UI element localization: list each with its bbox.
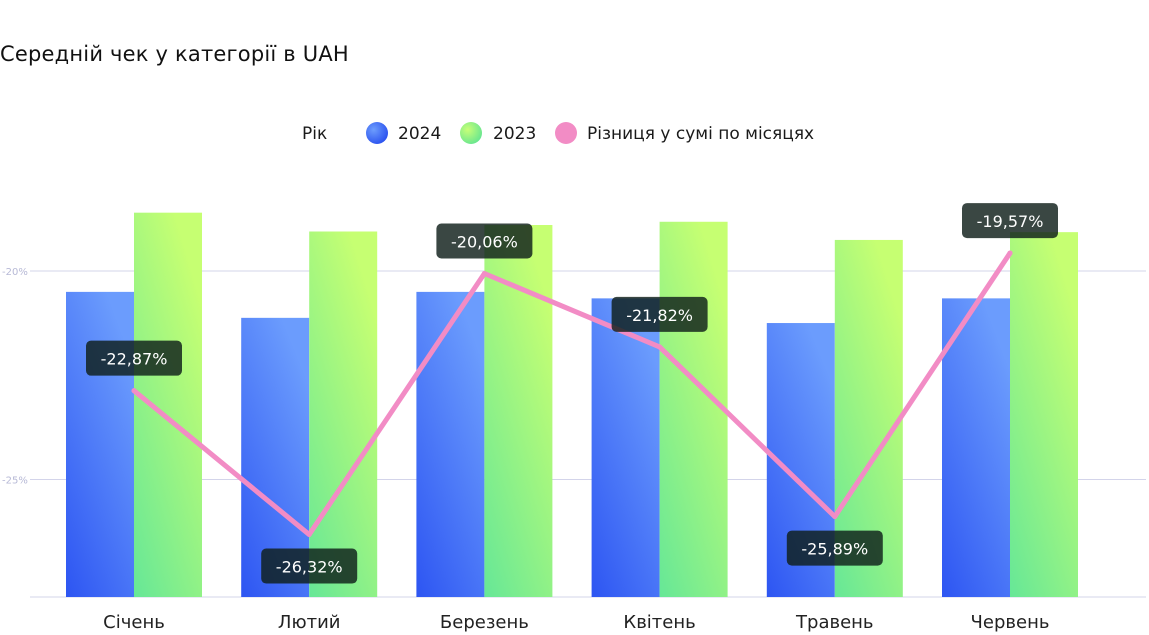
data-label-box	[436, 223, 533, 259]
data-label-text: -20,06%	[451, 233, 518, 252]
legend-marker	[555, 122, 577, 144]
line-point	[481, 271, 487, 277]
data-label-text: -22,87%	[101, 350, 168, 369]
difference-line	[131, 250, 1013, 538]
data-label: -25,89%	[786, 530, 883, 566]
x-tick-label: Березень	[440, 612, 529, 633]
bar-2024	[942, 298, 1010, 597]
data-label-box	[261, 548, 358, 584]
x-tick-label: Червень	[971, 612, 1050, 633]
bar-2023	[309, 231, 378, 597]
bar-2024	[416, 291, 485, 597]
y-tick-label: -20%	[2, 267, 28, 278]
x-tick-label: Лютий	[278, 612, 341, 633]
data-label: -19,57%	[962, 203, 1058, 239]
legend-label: 2024	[398, 124, 441, 144]
bar-2023	[484, 225, 553, 597]
data-label-box	[611, 296, 708, 332]
bar-2023	[659, 221, 728, 598]
bar-2023	[1010, 232, 1078, 597]
legend-label: Різниця у сумі по місяцях	[587, 124, 814, 144]
chart-title: Середній чек у категорії в UAH	[0, 42, 349, 66]
line-point	[832, 514, 838, 520]
data-label-box	[86, 340, 182, 376]
x-tick-label: Травень	[795, 612, 874, 633]
data-label: -21,82%	[611, 296, 708, 332]
line-point	[657, 344, 663, 350]
x-tick-label: Квітень	[623, 612, 695, 633]
bar-2023	[134, 212, 202, 598]
data-label-text: -25,89%	[801, 540, 868, 559]
bar-2024	[66, 291, 134, 597]
data-label-box	[786, 530, 883, 566]
line-point	[1007, 250, 1013, 256]
bar-2024	[591, 298, 660, 597]
data-label: -20,06%	[436, 223, 533, 259]
legend-label: 2023	[493, 124, 536, 144]
legend-marker	[366, 122, 388, 144]
line-point	[306, 532, 312, 538]
data-label-box	[962, 203, 1058, 239]
data-label-text: -21,82%	[626, 306, 693, 325]
data-label: -26,32%	[261, 548, 358, 584]
legend-title: Рік	[302, 124, 327, 144]
data-label-text: -26,32%	[276, 558, 343, 577]
legend-marker	[460, 122, 482, 144]
data-label-text: -19,57%	[977, 212, 1044, 231]
y-tick-label: -25%	[2, 476, 28, 487]
line-point	[131, 388, 137, 394]
x-tick-label: Січень	[103, 612, 165, 633]
data-label: -22,87%	[86, 340, 182, 376]
